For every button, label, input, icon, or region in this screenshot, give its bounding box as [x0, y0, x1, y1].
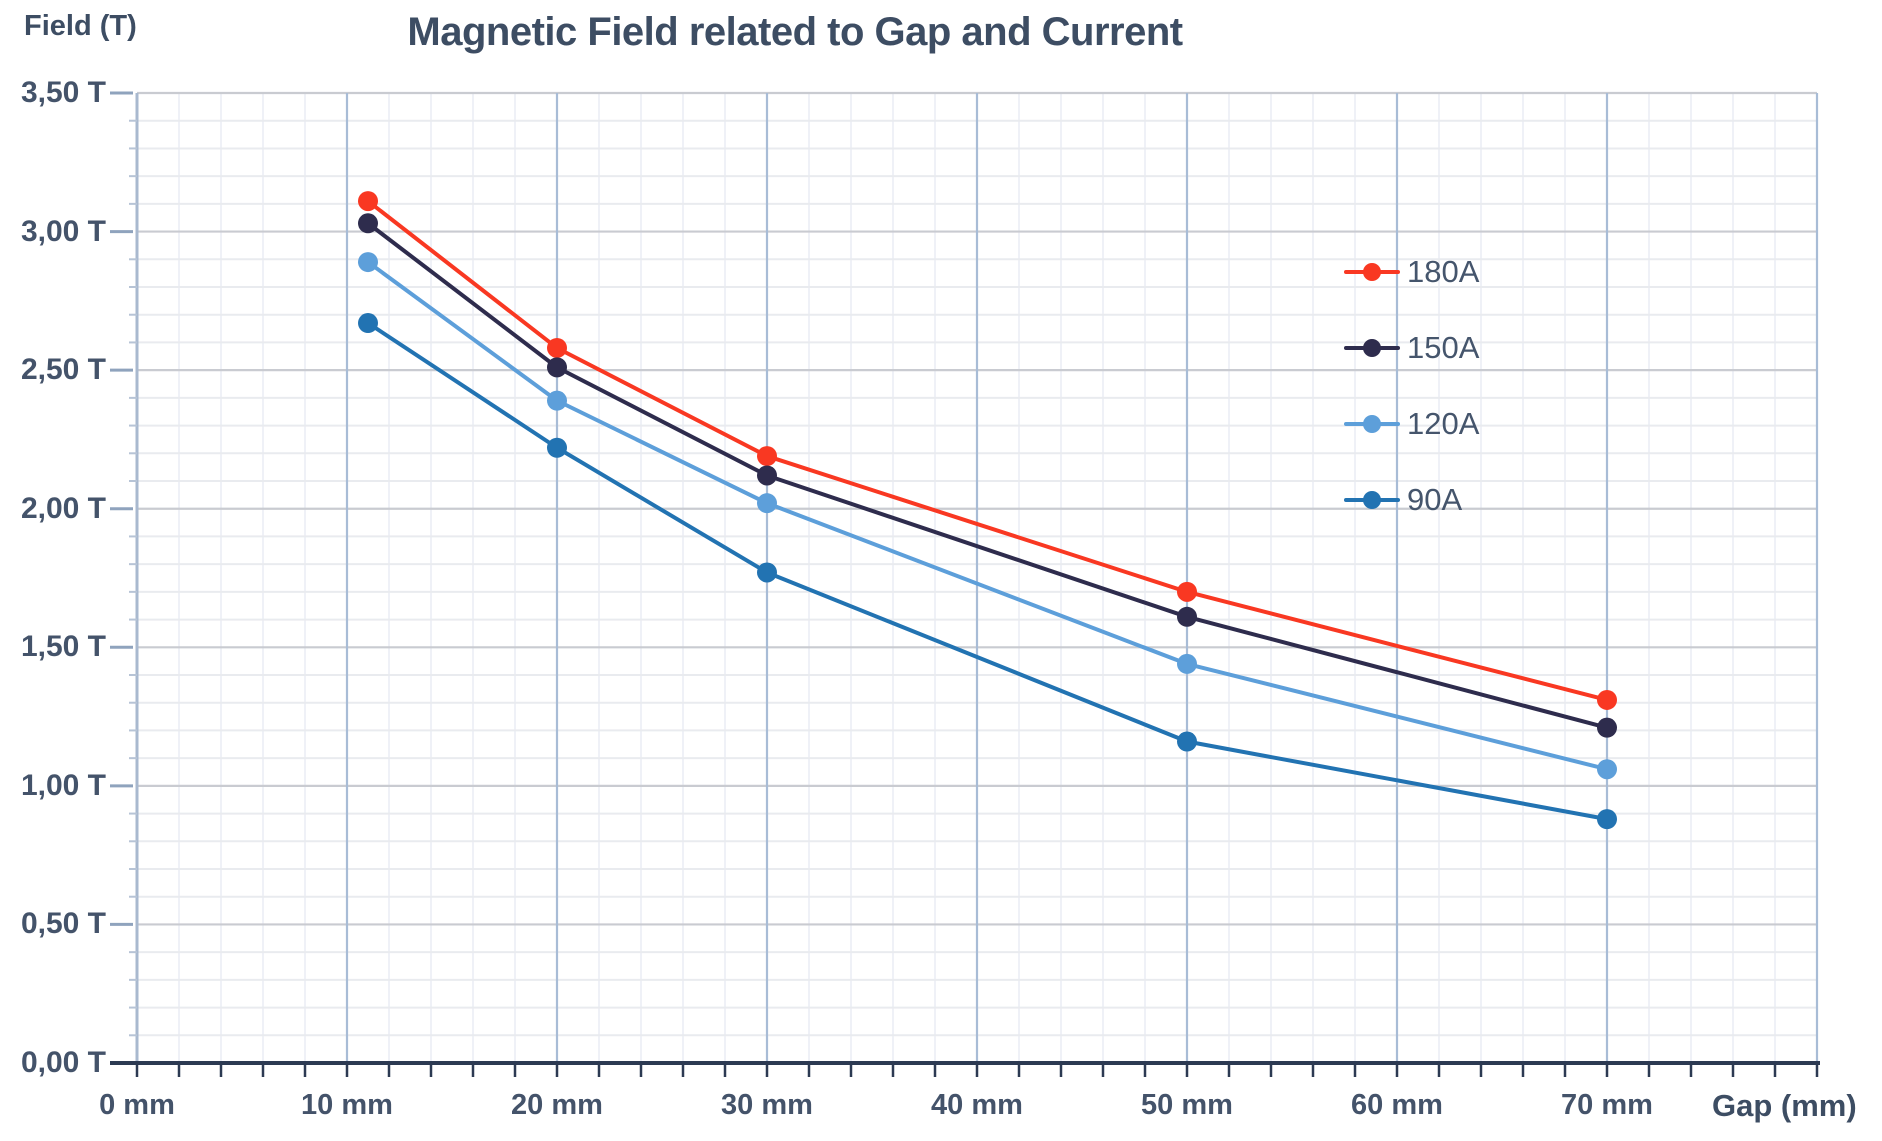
y-tick-label-000T: 0,00 T [20, 1046, 106, 1079]
legend-label: 150A [1407, 330, 1480, 365]
y-tick-label-100T: 1,00 T [20, 768, 106, 802]
data-point-120A-50mm [1177, 653, 1197, 674]
x-tick-label-20mm: 20 mm [511, 1089, 603, 1121]
legend-label: 180A [1407, 254, 1480, 289]
x-tick-label-0mm: 0 mm [99, 1089, 175, 1121]
data-point-150A-30mm [757, 465, 777, 486]
data-point-90A-20mm [547, 437, 567, 458]
x-tick-label-30mm: 30 mm [721, 1089, 813, 1121]
legend-marker-icon [1344, 413, 1400, 435]
data-point-90A-70mm [1597, 809, 1617, 830]
legend-marker-icon [1344, 261, 1400, 283]
legend-item-90A: 90A [1344, 462, 1479, 538]
data-point-180A-11mm [358, 191, 378, 212]
x-tick-label-50mm: 50 mm [1141, 1089, 1233, 1121]
legend-label: 120A [1407, 406, 1480, 441]
legend: 180A 150A 120A 90A [1344, 234, 1479, 538]
data-point-120A-70mm [1597, 759, 1617, 780]
y-axis-title: Field (T) [24, 10, 137, 42]
legend-dot-icon [1363, 339, 1381, 357]
x-tick-label-60mm: 60 mm [1351, 1089, 1443, 1121]
data-point-90A-11mm [358, 313, 378, 334]
data-point-150A-70mm [1597, 717, 1617, 738]
data-point-180A-70mm [1597, 689, 1617, 710]
data-point-180A-50mm [1177, 581, 1197, 602]
x-tick-label-70mm: 70 mm [1561, 1089, 1653, 1121]
y-tick-label-250T: 2,50 T [20, 353, 106, 387]
legend-item-120A: 120A [1344, 386, 1479, 462]
data-point-180A-30mm [757, 446, 777, 467]
legend-marker-icon [1344, 337, 1400, 359]
legend-marker-icon [1344, 489, 1400, 511]
x-tick-label-10mm: 10 mm [301, 1089, 393, 1121]
data-point-90A-50mm [1177, 731, 1197, 752]
x-axis-title: Gap (mm) [1712, 1088, 1857, 1123]
legend-dot-icon [1363, 491, 1381, 509]
y-tick-label-350T: 3,50 T [20, 76, 106, 109]
data-point-150A-20mm [547, 357, 567, 378]
data-point-90A-30mm [757, 562, 777, 583]
data-point-120A-30mm [757, 493, 777, 514]
data-point-180A-20mm [547, 337, 567, 358]
y-tick-label-200T: 2,00 T [20, 491, 106, 525]
legend-dot-icon [1363, 263, 1381, 281]
legend-item-150A: 150A [1344, 310, 1479, 386]
data-point-120A-20mm [547, 390, 567, 411]
data-point-120A-11mm [358, 252, 378, 273]
y-tick-label-300T: 3,00 T [20, 214, 106, 248]
x-tick-label-40mm: 40 mm [931, 1089, 1023, 1121]
legend-item-180A: 180A [1344, 234, 1479, 310]
y-tick-label-150T: 1,50 T [20, 630, 106, 664]
data-point-150A-11mm [358, 213, 378, 234]
y-tick-label-050T: 0,50 T [20, 907, 106, 941]
chart-title: Magnetic Field related to Gap and Curren… [407, 10, 1183, 54]
legend-dot-icon [1363, 415, 1381, 433]
data-point-150A-50mm [1177, 606, 1197, 627]
legend-label: 90A [1407, 482, 1463, 517]
